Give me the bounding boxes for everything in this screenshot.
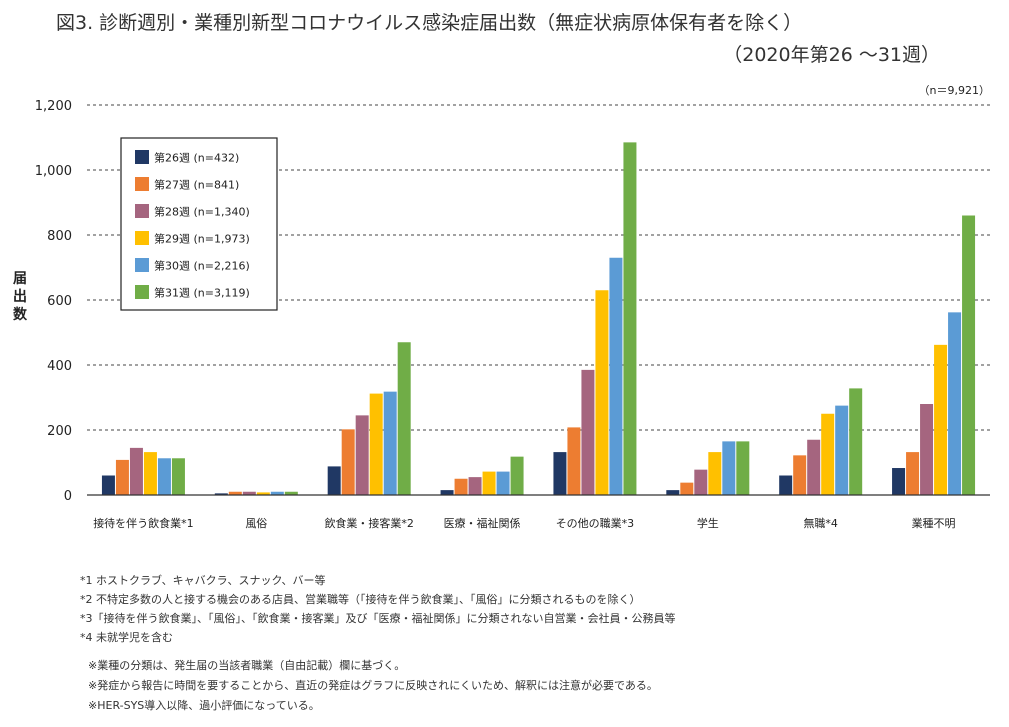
x-axis-ticks: 接待を伴う飲食業*1 風俗 飲食業・接客業*2 医療・福祉関係 その他の職業*3 学生 無職… (93, 516, 955, 530)
bar (115, 459, 129, 495)
chart-title: 図3. 診断週別・業種別新型コロナウイルス感染症届出数（無症状病原体保有者を除く… (56, 12, 803, 34)
bar (440, 490, 454, 495)
bar (143, 452, 157, 495)
bar (581, 369, 595, 495)
legend-label: 第31週 (n=3,119) (154, 286, 250, 300)
legend-label: 第27週 (n=841) (154, 178, 239, 192)
note: ※発症から報告に時間を要することから、直近の発症はグラフに反映されにくいため、解… (88, 679, 658, 692)
bar (595, 290, 609, 495)
x-tick-label: 学生 (697, 516, 719, 530)
bar (157, 458, 171, 495)
bar (708, 452, 722, 495)
bar (779, 475, 793, 495)
legend-swatch (135, 258, 149, 272)
bar (934, 344, 948, 495)
bar (129, 447, 143, 495)
bar (906, 452, 920, 495)
y-tick-label: 600 (47, 294, 72, 309)
x-tick-label: 接待を伴う飲食業*1 (93, 516, 194, 530)
x-tick-label: 風俗 (245, 517, 267, 530)
bar (567, 427, 581, 495)
bar (835, 405, 849, 495)
bar (666, 490, 680, 495)
bar (256, 492, 270, 495)
footnote: *1 ホストクラブ、キャバクラ、スナック、バー等 (80, 574, 326, 587)
bar (962, 215, 976, 495)
legend-label: 第26週 (n=432) (154, 151, 239, 165)
bar (609, 257, 623, 495)
bar (920, 404, 934, 495)
bar (341, 429, 355, 495)
legend-label: 第29週 (n=1,973) (154, 232, 250, 246)
bar (821, 413, 835, 495)
note: ※業種の分類は、発生届の当該者職業（自由記載）欄に基づく。 (88, 659, 406, 672)
bar (214, 493, 228, 495)
bar (807, 439, 821, 495)
bar (496, 471, 510, 495)
bar (171, 458, 185, 495)
x-tick-label: 飲食業・接客業*2 (324, 516, 414, 530)
bar (623, 142, 637, 495)
x-tick-label: 医療・福祉関係 (444, 516, 521, 530)
legend-label: 第30週 (n=2,216) (154, 259, 250, 273)
x-tick-label: その他の職業*3 (556, 517, 635, 530)
y-tick-label: 1,200 (35, 99, 72, 114)
bar (228, 491, 242, 495)
note: ※HER-SYS導入以降、過小評価になっている。 (88, 699, 320, 712)
x-tick-label: 業種不明 (912, 516, 956, 530)
footnote: *2 不特定多数の人と接する機会のある店員、営業職等（「接待を伴う飲食業」、「風… (80, 593, 641, 606)
y-tick-label: 400 (47, 359, 72, 374)
bar-chart: （n＝9,921） 0 200 400 600 800 1,000 1,200 接待を伴う飲… (35, 84, 990, 530)
bar (454, 478, 468, 495)
y-tick-label: 200 (47, 424, 72, 439)
legend-box (120, 137, 278, 311)
bar (327, 466, 341, 495)
y-axis-label: 届出数 (13, 271, 27, 323)
chart-subtitle: （2020年第26 〜31週） (723, 44, 940, 66)
y-tick-label: 1,000 (35, 164, 72, 179)
legend-label: 第28週 (n=1,340) (154, 205, 250, 219)
footnote: *3「接待を伴う飲食業」、「風俗」、「飲食業・接客業」及び「医療・福祉関係」に分… (80, 612, 676, 625)
bar (793, 455, 807, 495)
legend: 第26週 (n=432) 第27週 (n=841) 第28週 (n=1,340) 第2… (120, 137, 278, 311)
y-tick-label: 0 (64, 489, 72, 504)
legend-swatch (135, 150, 149, 164)
bar (510, 456, 524, 495)
bar (468, 477, 482, 495)
bar (284, 491, 298, 495)
bar (892, 468, 906, 495)
y-axis-ticks: 0 200 400 600 800 1,000 1,200 (35, 99, 72, 504)
bar (736, 441, 750, 495)
bar (680, 482, 694, 495)
bar (948, 312, 962, 495)
bar (270, 491, 284, 495)
footnote: *4 未就学児を含む (80, 631, 173, 644)
bar (355, 415, 369, 495)
bar (101, 475, 115, 495)
legend-swatch (135, 177, 149, 191)
bar (369, 393, 383, 495)
x-tick-label: 無職*4 (803, 516, 838, 530)
legend-swatch (135, 285, 149, 299)
legend-swatch (135, 204, 149, 218)
bar (849, 388, 863, 495)
legend-swatch (135, 231, 149, 245)
bar-series (101, 142, 976, 495)
bar (553, 452, 567, 495)
y-tick-label: 800 (47, 229, 72, 244)
bar (482, 471, 496, 495)
bar (383, 391, 397, 495)
bar (397, 342, 411, 495)
bar (694, 469, 708, 495)
bar (242, 491, 256, 495)
sample-size-note: （n＝9,921） (919, 84, 990, 97)
bar (722, 441, 736, 495)
